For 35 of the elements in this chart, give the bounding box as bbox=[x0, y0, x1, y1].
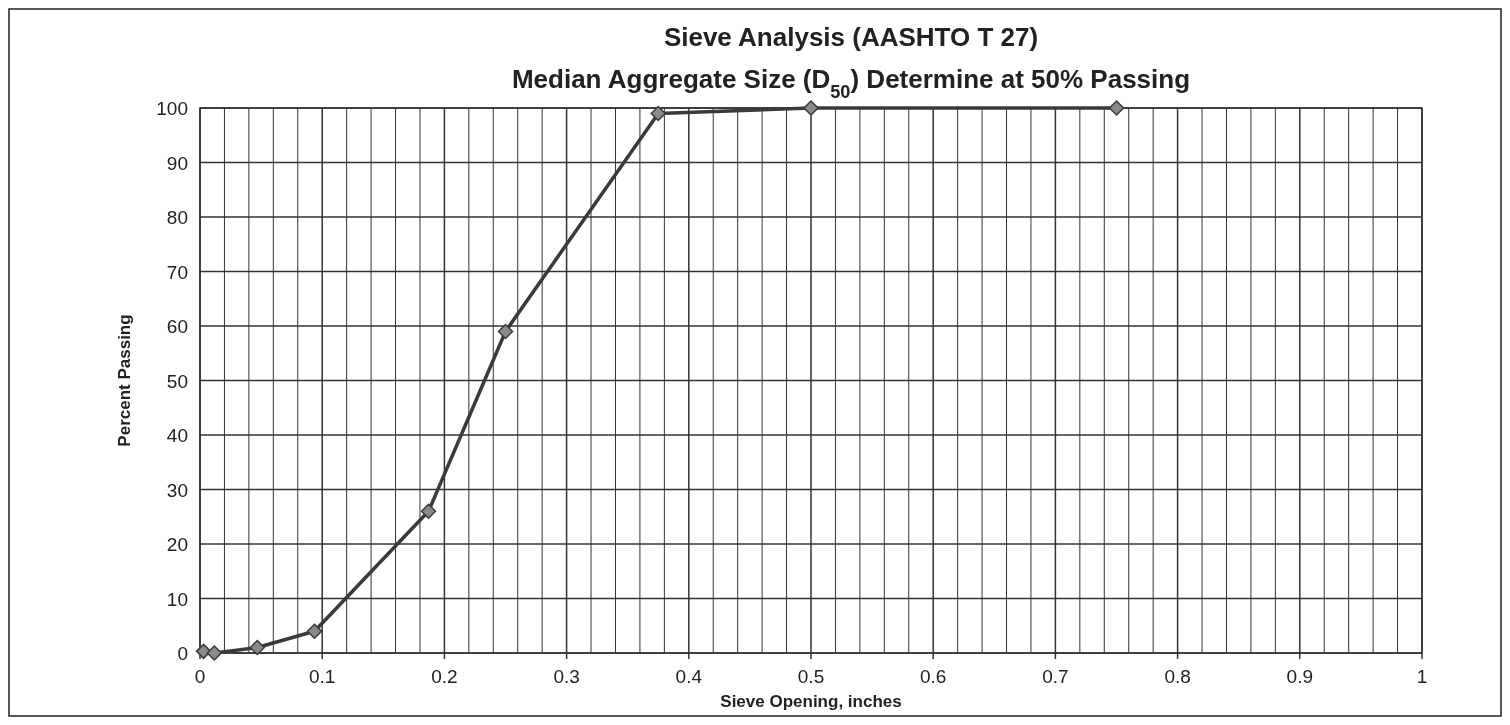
point bbox=[195, 643, 212, 660]
x-tick-label: 0.5 bbox=[797, 666, 825, 687]
point bbox=[249, 639, 266, 656]
x-tick-label: 0.8 bbox=[1164, 666, 1191, 687]
y-tick-label: 0 bbox=[177, 643, 188, 664]
x-tick-label: 0 bbox=[194, 666, 206, 687]
y-tick-label: 80 bbox=[166, 207, 188, 228]
y-tick-label: 90 bbox=[166, 152, 188, 174]
x-tick-label: 0.3 bbox=[553, 666, 580, 687]
x-tick-label: 0.7 bbox=[1042, 666, 1069, 687]
y-tick-label: 20 bbox=[166, 534, 188, 555]
point bbox=[650, 105, 666, 122]
y-tick-label: 100 bbox=[156, 98, 188, 119]
point bbox=[420, 503, 437, 520]
y-tick-label: 60 bbox=[166, 316, 188, 337]
y-tick-label: 70 bbox=[166, 261, 188, 283]
x-tick-label: 0.1 bbox=[308, 666, 336, 687]
point bbox=[803, 100, 819, 116]
y-tick-label: 50 bbox=[166, 370, 188, 392]
x-tick-label: 1 bbox=[1416, 666, 1428, 687]
chart-title: Sieve Analysis (AASHTO T 27) bbox=[663, 22, 1039, 52]
y-tick-label: 40 bbox=[166, 425, 188, 446]
point bbox=[306, 623, 323, 639]
y-tick-label: 30 bbox=[166, 479, 188, 501]
point bbox=[1108, 100, 1125, 116]
point bbox=[497, 323, 514, 340]
x-tick-label: 0.6 bbox=[919, 666, 947, 687]
x-tick-label: 0.9 bbox=[1286, 666, 1314, 687]
y-tick-label: 10 bbox=[166, 588, 188, 610]
chart-subtitle: Median Aggregate Size (D$_{50}$) Determine at 50% Passing bbox=[511, 64, 1191, 102]
x-tick-label: 0.2 bbox=[431, 666, 458, 687]
x-axis-title: Sieve Opening, inches bbox=[720, 692, 902, 711]
y-axis-title: Percent Passing bbox=[115, 314, 134, 447]
x-tick-label: 0.4 bbox=[675, 666, 703, 687]
point bbox=[206, 645, 223, 661]
